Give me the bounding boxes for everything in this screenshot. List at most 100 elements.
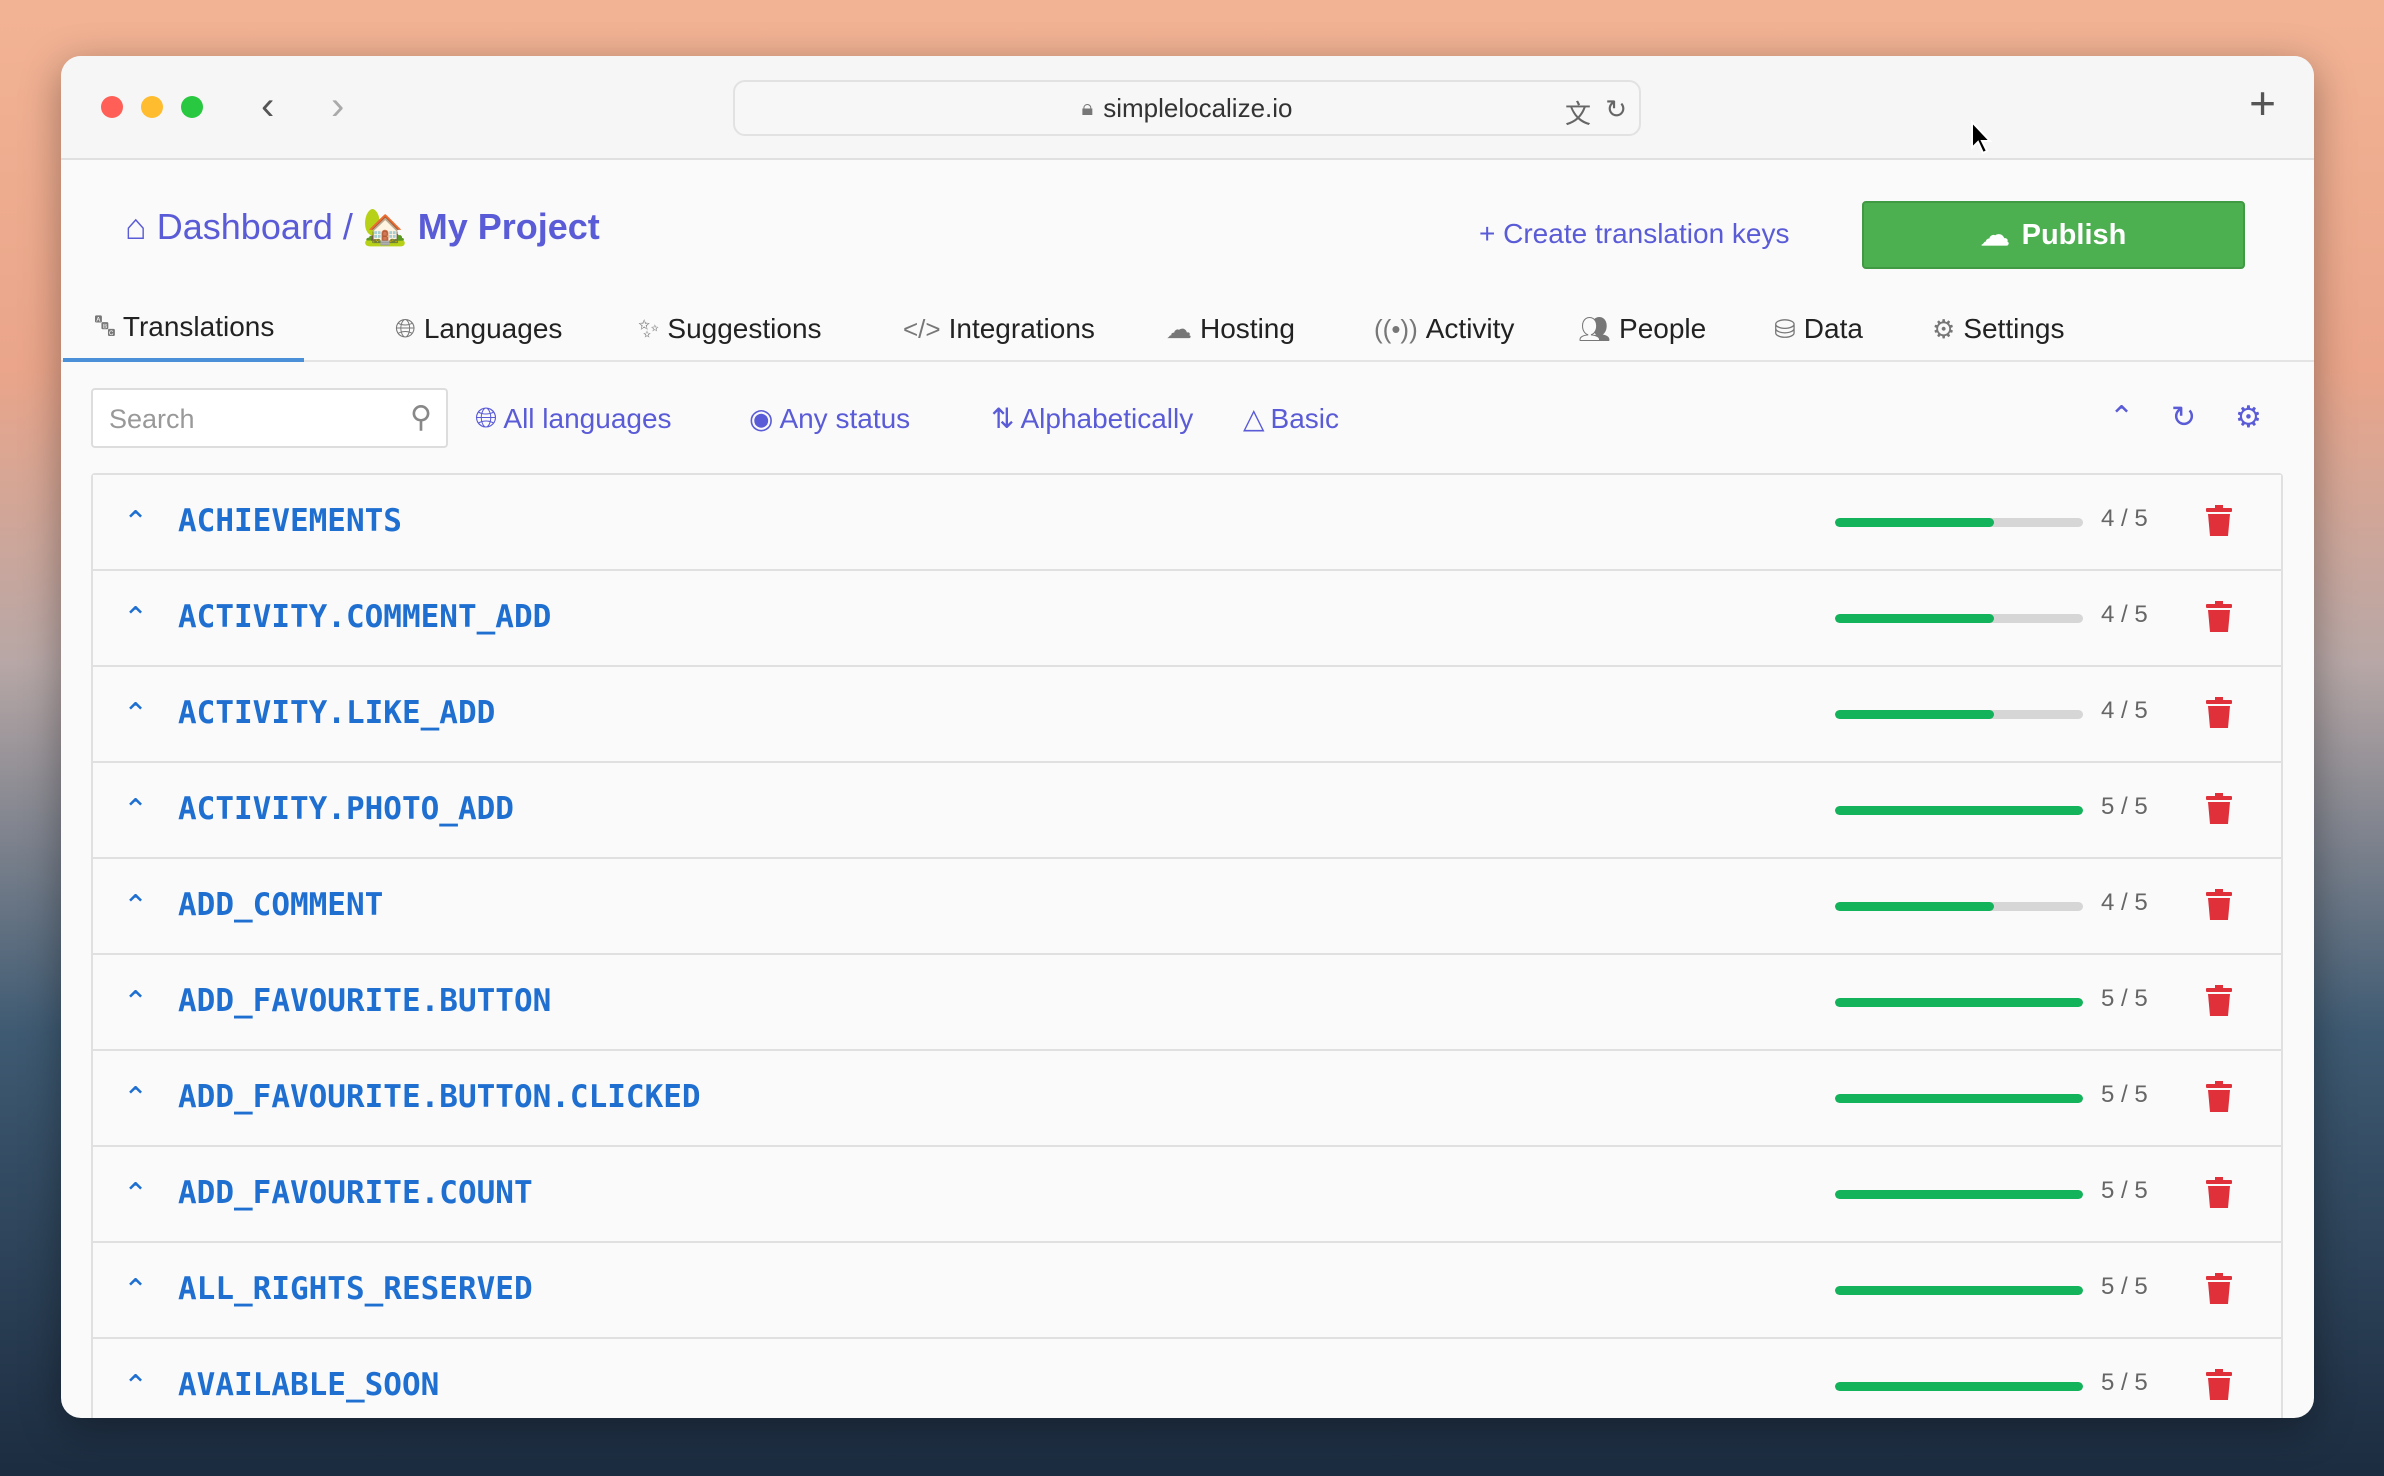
- close-window-button[interactable]: [101, 96, 123, 118]
- chevron-up-icon[interactable]: ⌃: [123, 602, 149, 635]
- publish-label: Publish: [2021, 218, 2127, 251]
- new-tab-button[interactable]: +: [2249, 77, 2276, 129]
- translation-key[interactable]: ALL_RIGHTS_RESERVED: [178, 1271, 533, 1307]
- translation-key[interactable]: ACTIVITY.COMMENT_ADD: [178, 599, 552, 635]
- translation-key-row[interactable]: ⌃ ADD_FAVOURITE.COUNT 5 / 5: [93, 1147, 2281, 1243]
- language-filter[interactable]: 🌐︎ All languages: [475, 402, 672, 435]
- address-bar[interactable]: 🔒︎ simplelocalize.io 文 ↻: [733, 80, 1641, 136]
- tab-data[interactable]: ⛁ Data: [1774, 296, 1863, 362]
- create-translation-keys-button[interactable]: + Create translation keys: [1479, 218, 1790, 250]
- tab-label: Hosting: [1200, 313, 1295, 344]
- progress-fill: [1835, 518, 1994, 527]
- chevron-up-icon[interactable]: ⌃: [123, 1082, 149, 1115]
- tab-label: Integrations: [948, 313, 1095, 344]
- progress-bar: [1835, 518, 2083, 527]
- browser-titlebar: ‹ › 🔒︎ simplelocalize.io 文 ↻ +: [61, 56, 2314, 160]
- sort-filter[interactable]: ⇅ Alphabetically: [991, 402, 1193, 435]
- translation-key-row[interactable]: ⌃ AVAILABLE_SOON 5 / 5: [93, 1339, 2281, 1418]
- sort-icon: ⇅: [991, 403, 1015, 434]
- chevron-up-icon[interactable]: ⌃: [123, 1370, 149, 1403]
- chevron-up-icon[interactable]: ⌃: [123, 506, 149, 539]
- search-input[interactable]: Search ⚲: [91, 388, 448, 448]
- progress-fill: [1835, 1382, 2083, 1391]
- chevron-up-icon[interactable]: ⌃: [123, 986, 149, 1019]
- chevron-up-icon[interactable]: ⌃: [123, 890, 149, 923]
- tab-hosting[interactable]: ☁︎ Hosting: [1166, 296, 1295, 362]
- translation-key[interactable]: ADD_FAVOURITE.BUTTON: [178, 983, 552, 1019]
- chevron-up-icon[interactable]: ⌃: [123, 794, 149, 827]
- translation-key-row[interactable]: ⌃ ADD_FAVOURITE.BUTTON 5 / 5: [93, 955, 2281, 1051]
- translation-key-row[interactable]: ⌃ ACTIVITY.LIKE_ADD 4 / 5: [93, 667, 2281, 763]
- tab-translations[interactable]: 🔤︎ Translations: [63, 296, 305, 362]
- progress-fill: [1835, 1190, 2083, 1199]
- tab-integrations[interactable]: </> Integrations: [903, 296, 1095, 362]
- trash-icon[interactable]: [2206, 601, 2232, 633]
- translation-key-row[interactable]: ⌃ ACHIEVEMENTS 4 / 5: [93, 475, 2281, 571]
- tab-label: Suggestions: [667, 313, 822, 344]
- translation-key-row[interactable]: ⌃ ALL_RIGHTS_RESERVED 5 / 5: [93, 1243, 2281, 1339]
- forward-button[interactable]: ›: [331, 84, 345, 128]
- translation-key[interactable]: ADD_FAVOURITE.BUTTON.CLICKED: [178, 1079, 701, 1115]
- translation-key-row[interactable]: ⌃ ACTIVITY.PHOTO_ADD 5 / 5: [93, 763, 2281, 859]
- breadcrumb-project[interactable]: My Project: [417, 206, 600, 247]
- trash-icon[interactable]: [2206, 1177, 2232, 1209]
- tab-suggestions[interactable]: ✨︎ Suggestions: [638, 296, 822, 362]
- maximize-window-button[interactable]: [181, 96, 203, 118]
- translation-key-row[interactable]: ⌃ ACTIVITY.COMMENT_ADD 4 / 5: [93, 571, 2281, 667]
- tab-activity[interactable]: ((•)) Activity: [1374, 296, 1514, 362]
- translation-key[interactable]: AVAILABLE_SOON: [178, 1367, 440, 1403]
- chevron-up-icon[interactable]: ⌃: [123, 1178, 149, 1211]
- progress-count: 4 / 5: [2101, 505, 2148, 532]
- translation-key[interactable]: ADD_COMMENT: [178, 887, 384, 923]
- globe-icon: 🌐︎: [395, 313, 416, 343]
- translation-key[interactable]: ACHIEVEMENTS: [178, 503, 402, 539]
- progress-count: 5 / 5: [2101, 985, 2148, 1012]
- trash-icon[interactable]: [2206, 889, 2232, 921]
- trash-icon[interactable]: [2206, 1081, 2232, 1113]
- trash-icon[interactable]: [2206, 1369, 2232, 1401]
- database-icon: ⛁: [1774, 313, 1796, 344]
- translate-page-icon[interactable]: 文: [1564, 99, 1591, 129]
- progress-count: 4 / 5: [2101, 889, 2148, 916]
- people-icon: 👥︎: [1578, 313, 1612, 344]
- status-filter[interactable]: ◉ Any status: [749, 402, 910, 435]
- plus-icon: +: [1479, 218, 1504, 249]
- minimize-window-button[interactable]: [141, 96, 163, 118]
- progress-fill: [1835, 710, 1994, 719]
- translation-key-row[interactable]: ⌃ ADD_FAVOURITE.BUTTON.CLICKED 5 / 5: [93, 1051, 2281, 1147]
- chevron-up-icon[interactable]: ⌃: [123, 698, 149, 731]
- tab-bar: 🔤︎ Translations 🌐︎ Languages ✨︎ Suggestions…: [61, 296, 2314, 362]
- view-mode-filter[interactable]: △ Basic: [1243, 402, 1339, 435]
- translation-key[interactable]: ACTIVITY.LIKE_ADD: [178, 695, 496, 731]
- mouse-cursor-icon: [1971, 120, 1993, 155]
- progress-fill: [1835, 806, 2083, 815]
- breadcrumb-separator: /: [342, 206, 353, 247]
- progress-bar: [1835, 902, 2083, 911]
- trash-icon[interactable]: [2206, 985, 2232, 1017]
- publish-button[interactable]: ☁ Publish: [1862, 201, 2245, 269]
- cloud-upload-icon: ☁: [1980, 219, 2010, 252]
- tab-people[interactable]: 👥︎ People: [1578, 296, 1706, 362]
- view-mode-label: Basic: [1270, 402, 1340, 434]
- trash-icon[interactable]: [2206, 1273, 2232, 1305]
- tab-settings[interactable]: ⚙︎ Settings: [1932, 296, 2064, 362]
- trash-icon[interactable]: [2206, 505, 2232, 537]
- translation-key[interactable]: ACTIVITY.PHOTO_ADD: [178, 791, 514, 827]
- translation-key-row[interactable]: ⌃ ADD_COMMENT 4 / 5: [93, 859, 2281, 955]
- trash-icon[interactable]: [2206, 697, 2232, 729]
- project-house-icon: 🏡: [362, 206, 408, 247]
- tab-languages[interactable]: 🌐︎ Languages: [395, 296, 562, 362]
- settings-icon[interactable]: ⚙︎: [2235, 401, 2262, 434]
- collapse-all-icon[interactable]: ⌃: [2109, 401, 2135, 434]
- chevron-up-icon[interactable]: ⌃: [123, 1274, 149, 1307]
- progress-count: 5 / 5: [2101, 1081, 2148, 1108]
- reload-icon[interactable]: ↻: [1605, 94, 1627, 124]
- progress-count: 5 / 5: [2101, 1177, 2148, 1204]
- translation-key[interactable]: ADD_FAVOURITE.COUNT: [178, 1175, 533, 1211]
- trash-icon[interactable]: [2206, 793, 2232, 825]
- radio-icon: ◉: [749, 403, 774, 434]
- refresh-icon[interactable]: ↻: [2171, 401, 2197, 434]
- breadcrumb-dashboard[interactable]: Dashboard: [156, 206, 333, 247]
- create-keys-label: Create translation keys: [1503, 218, 1790, 249]
- back-button[interactable]: ‹: [261, 84, 275, 128]
